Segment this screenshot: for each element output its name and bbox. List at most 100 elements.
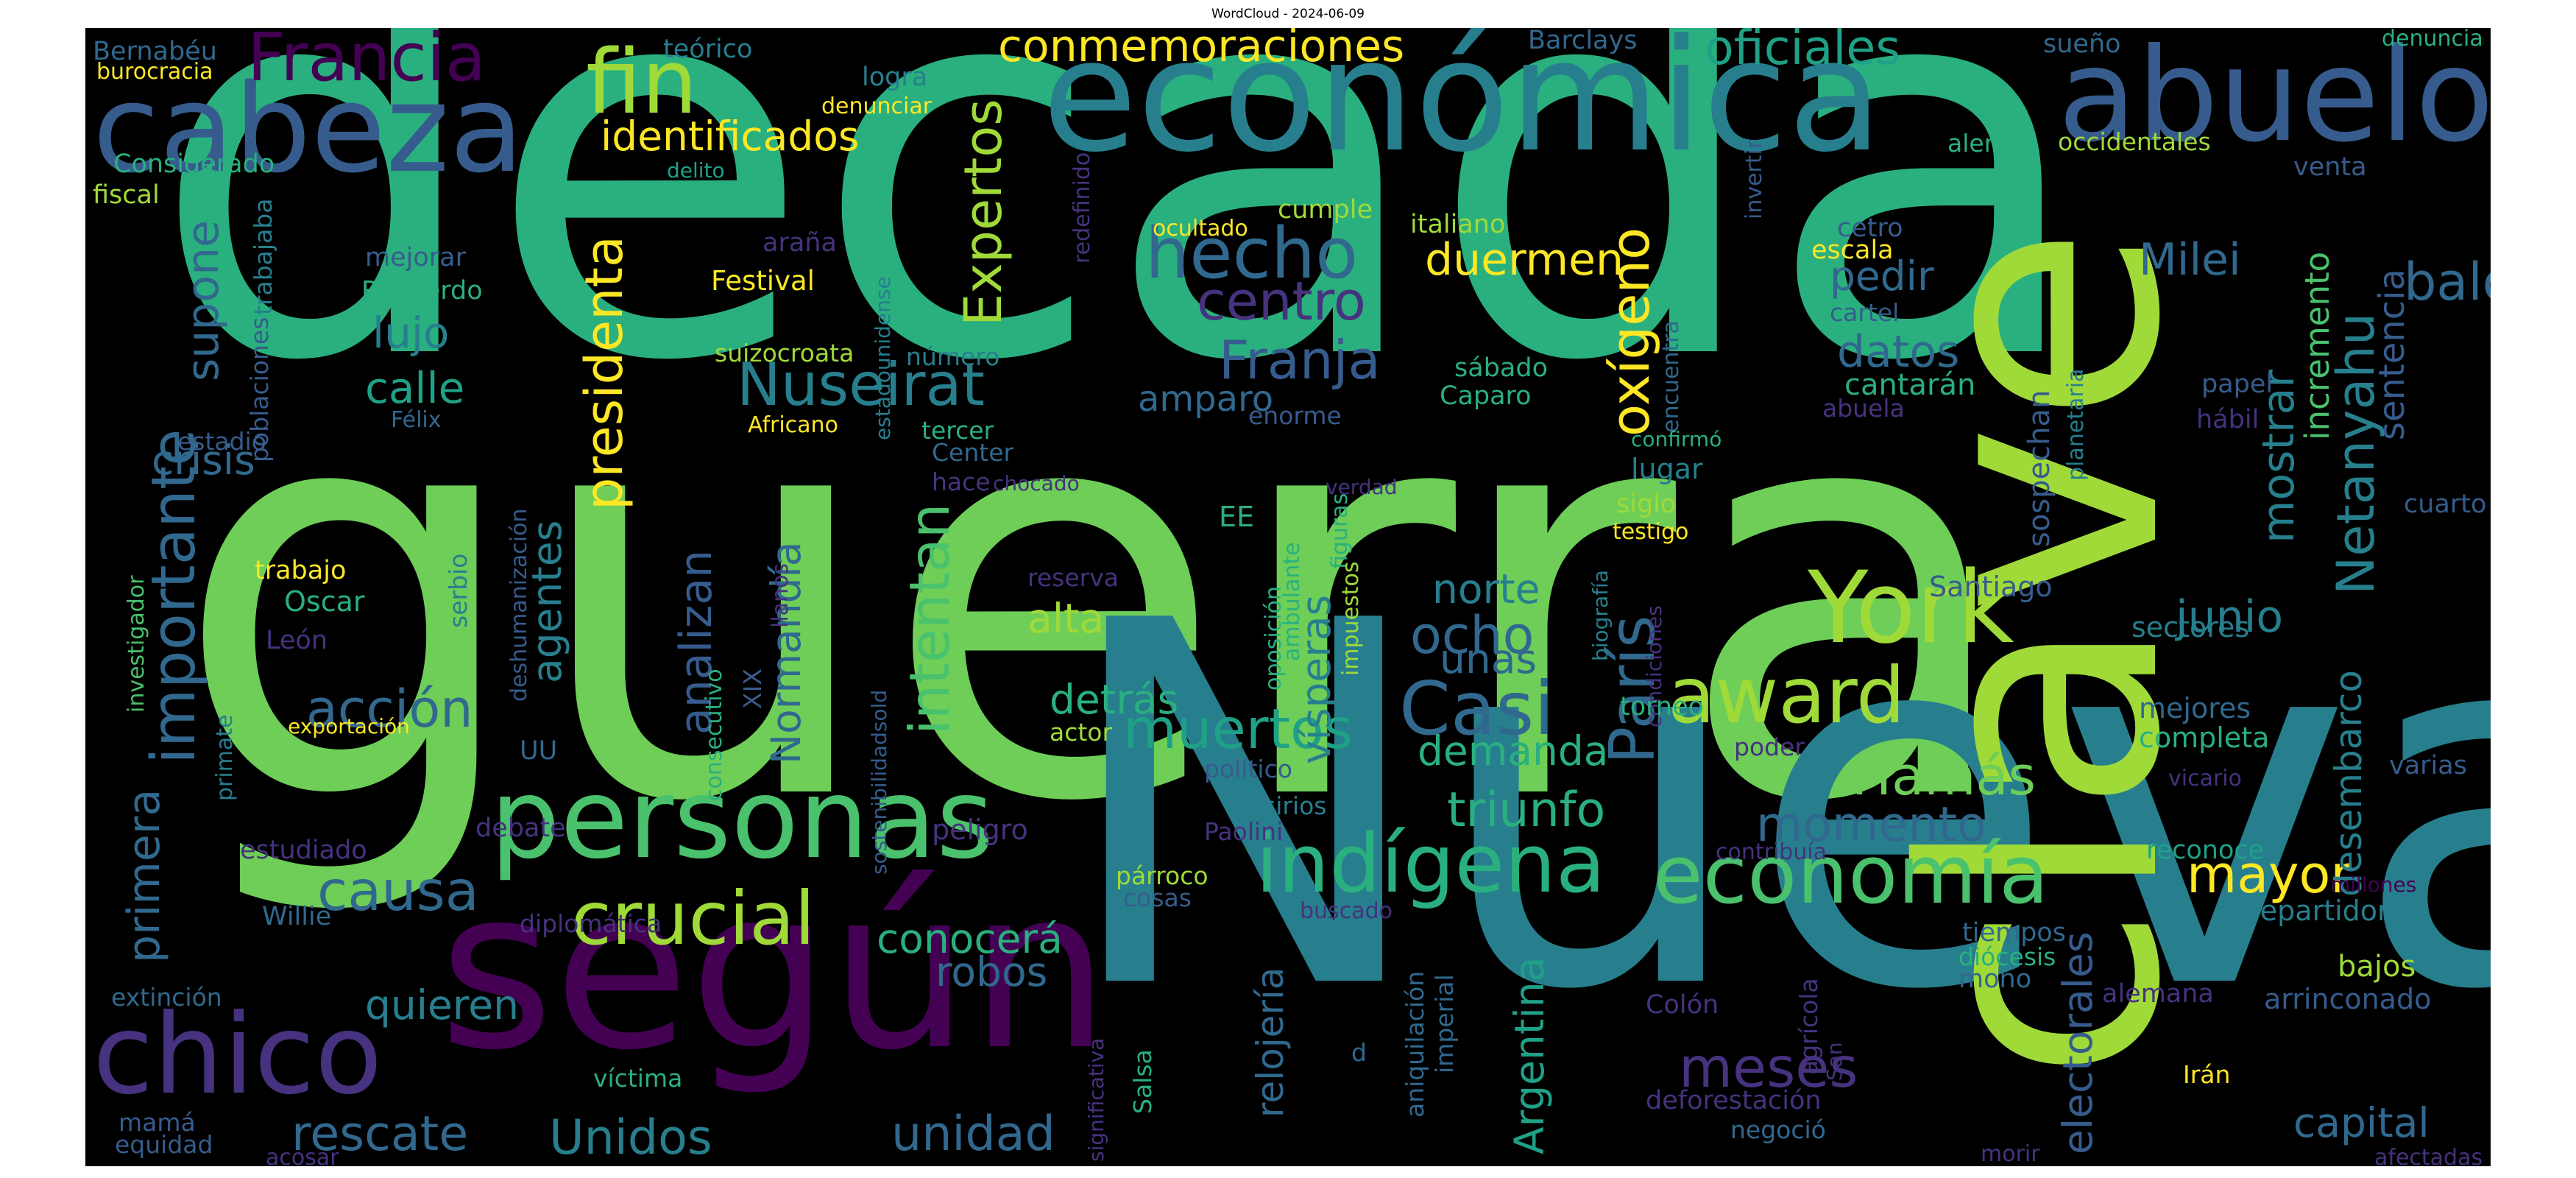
word-electorales: electorales xyxy=(2054,931,2101,1155)
word-decada: década xyxy=(150,28,2090,476)
word-hace: hace xyxy=(932,468,991,496)
word-planetaria: planetaria xyxy=(2063,368,2089,481)
word-burocracia: burocracia xyxy=(96,59,213,85)
word-victima: víctima xyxy=(593,1064,683,1093)
word-accion: acción xyxy=(306,679,473,739)
word-cloud-canvas: décadaguerraNuevaclaveeconómicasegúncabe… xyxy=(85,28,2491,1166)
word-crucial: crucial xyxy=(571,875,815,962)
word-agentes: agentes xyxy=(523,520,570,683)
word-deshumanizacion: deshumanización xyxy=(506,508,532,702)
word-intentan: intentan xyxy=(897,503,962,735)
word-debate: debate xyxy=(475,814,566,843)
word-escala: escala xyxy=(1811,236,1894,265)
word-pedir: pedir xyxy=(1830,253,1934,300)
word-recuerdo: Recuerdo xyxy=(361,276,483,306)
word-lugar: lugar xyxy=(1631,453,1703,485)
word-conocera: conocerá xyxy=(877,915,1063,962)
word-verdad: verdad xyxy=(1326,475,1398,499)
word-rescate: rescate xyxy=(291,1107,469,1162)
word-cuarto: cuarto xyxy=(2404,490,2487,519)
word-quieren: quieren xyxy=(365,981,519,1029)
word-poder: poder xyxy=(1734,733,1805,761)
word-presidenta: presidenta xyxy=(574,236,634,510)
word-norte: norte xyxy=(1432,565,1540,613)
word-politico: político xyxy=(1204,755,1292,783)
word-balon: balón xyxy=(2404,252,2491,312)
word-diplomatica: diplomática xyxy=(520,909,662,938)
word-barclays: Barclays xyxy=(1528,28,1638,55)
word-nueva: Nueva xyxy=(1057,517,2491,1099)
word-torneo: torneo xyxy=(1620,692,1705,722)
word-leon: León xyxy=(266,626,328,655)
word-cantaran: cantarán xyxy=(1844,368,1976,402)
word-occidentales: occidentales xyxy=(2058,127,2211,156)
word-datos: datos xyxy=(1837,326,1960,378)
word-segun: según xyxy=(439,842,1110,1098)
word-logra: logra xyxy=(862,63,928,92)
word-salsa: Salsa xyxy=(1128,1049,1157,1114)
word-africano: Africano xyxy=(748,412,838,438)
word-desembarco: desembarco xyxy=(2327,670,2370,897)
word-primera: primera xyxy=(118,789,170,963)
word-oscar: Oscar xyxy=(284,585,365,618)
word-sentencia: sentencia xyxy=(2371,269,2413,440)
word-identificados: identificados xyxy=(601,113,860,160)
word-reconoce: reconoce xyxy=(2146,836,2265,865)
word-reserva: reserva xyxy=(1027,563,1119,592)
word-peligro: peligro xyxy=(932,814,1028,846)
word-considerado: Considerado xyxy=(113,149,275,179)
word-estadio: estadio xyxy=(177,427,266,456)
word-muertos: muertos xyxy=(1123,696,1353,761)
word-equidad: equidad xyxy=(115,1130,213,1159)
word-cartel: cartel xyxy=(1830,298,1900,327)
word-milei: Milei xyxy=(2139,234,2241,286)
word-uu: UU xyxy=(520,736,558,766)
word-denunciar: denunciar xyxy=(821,94,933,119)
word-italiano: italiano xyxy=(1410,210,1506,239)
chart-title: WordCloud - 2024-06-09 xyxy=(1211,7,1365,21)
word-abuelo: abuelo xyxy=(2058,28,2491,171)
word-d: d xyxy=(1351,1038,1367,1067)
word-primate: primate xyxy=(212,714,238,801)
word-papel: papel xyxy=(2201,370,2274,399)
word-center: Center xyxy=(932,438,1014,467)
word-argentina: Argentina xyxy=(1506,956,1553,1154)
word-trabajaba: trabajaba xyxy=(249,198,277,315)
word-personas: personas xyxy=(490,755,994,884)
word-parroco: párroco xyxy=(1116,861,1209,890)
word-mayor: mayor xyxy=(2187,844,2352,905)
word-oficiales: oficiales xyxy=(1705,28,1901,76)
word-chico: chico xyxy=(93,991,383,1119)
word-cosas: cosas xyxy=(1123,884,1192,912)
word-incremento: incremento xyxy=(2298,251,2337,440)
word-bajos: bajos xyxy=(2338,950,2416,984)
word-agricola: agrícola xyxy=(1794,978,1823,1075)
word-lujo: lujo xyxy=(372,308,450,358)
word-franja: Franja xyxy=(1219,329,1381,391)
word-unidad: unidad xyxy=(891,1107,1055,1162)
word-casi: Casi xyxy=(1399,666,1554,752)
word-nuseirat: Nuseirat xyxy=(737,350,985,419)
word-sueno: sueño xyxy=(2043,29,2121,59)
word-relojeria: relojería xyxy=(1249,967,1292,1118)
word-abuela: abuela xyxy=(1822,394,1905,423)
word-figuras: figuras xyxy=(1327,493,1353,569)
word-tercer: tercer xyxy=(921,416,994,445)
word-santiago: Santiago xyxy=(1929,571,2053,603)
word-actor: actor xyxy=(1050,718,1113,747)
word-guerra: guerra xyxy=(172,273,2019,924)
word-confirmo: confirmó xyxy=(1631,427,1722,451)
word-cumple: cumple xyxy=(1278,195,1373,225)
word-investigador: investigador xyxy=(124,575,149,713)
word-buscado: buscado xyxy=(1300,898,1393,924)
word-tiempos: tiempos xyxy=(1962,918,2066,948)
word-denuncia: denuncia xyxy=(2382,28,2483,52)
word-iran: Irán xyxy=(2183,1060,2231,1089)
word-suizocroata: suizocroata xyxy=(715,339,854,367)
word-chocado: chocado xyxy=(993,471,1080,495)
word-diocesis: diócesis xyxy=(1958,942,2056,971)
word-significativa: significativa xyxy=(1084,1037,1108,1162)
word-ocho: ocho xyxy=(1410,605,1535,666)
word-sospechan: sospechan xyxy=(2023,389,2056,547)
word-vicario: vicario xyxy=(2168,766,2242,791)
